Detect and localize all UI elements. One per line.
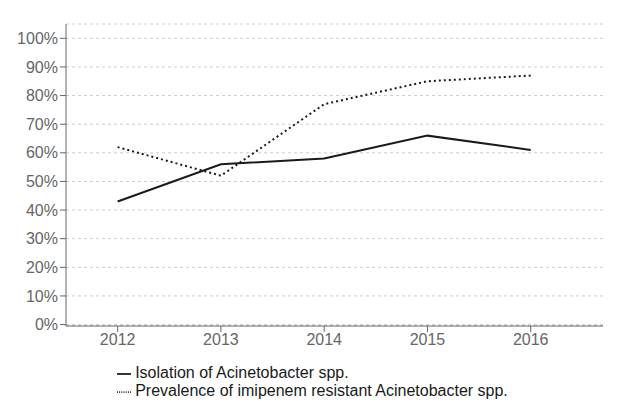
svg-text:100%: 100% bbox=[17, 30, 58, 47]
svg-text:2016: 2016 bbox=[513, 331, 549, 348]
svg-text:10%: 10% bbox=[26, 288, 58, 305]
svg-text:0%: 0% bbox=[35, 316, 58, 333]
svg-text:80%: 80% bbox=[26, 87, 58, 104]
svg-text:2015: 2015 bbox=[410, 331, 446, 348]
svg-text:40%: 40% bbox=[26, 202, 58, 219]
svg-text:30%: 30% bbox=[26, 230, 58, 247]
svg-text:50%: 50% bbox=[26, 173, 58, 190]
svg-text:70%: 70% bbox=[26, 116, 58, 133]
svg-text:60%: 60% bbox=[26, 144, 58, 161]
svg-text:20%: 20% bbox=[26, 259, 58, 276]
svg-text:2012: 2012 bbox=[100, 331, 136, 348]
svg-text:90%: 90% bbox=[26, 59, 58, 76]
html-text:Isolation of Acinetobacter spp: Isolation of Acinetobacter spp. bbox=[135, 364, 349, 381]
svg-text:2013: 2013 bbox=[203, 331, 239, 348]
svg-text:2014: 2014 bbox=[306, 331, 342, 348]
html-text:Prevalence of imipenem resista: Prevalence of imipenem resistant Acineto… bbox=[135, 382, 508, 399]
